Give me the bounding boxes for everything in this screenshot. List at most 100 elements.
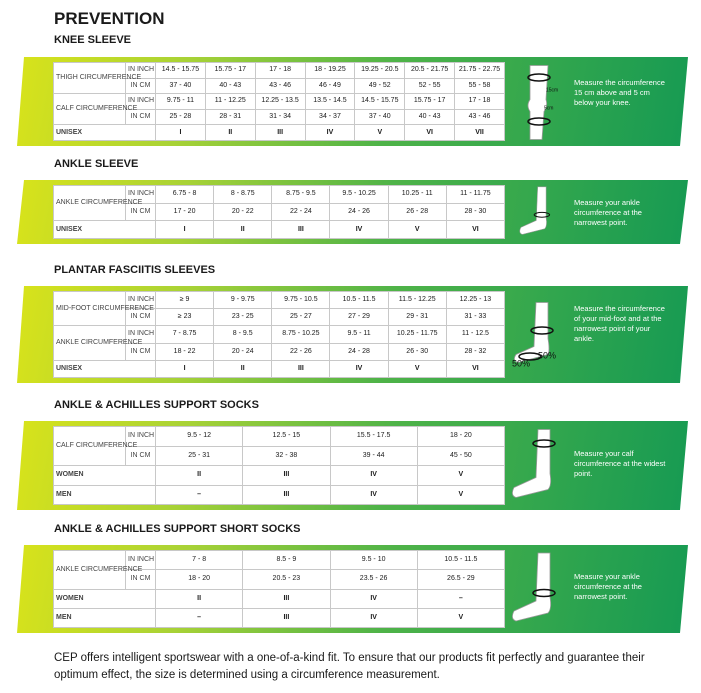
size-cell: 32 - 38 <box>243 446 330 466</box>
table-row: ANKLE CIRCUMFERENCE IN INCH 7 - 8 8.5 - 9 9.… <box>54 551 505 570</box>
table-row: THIGH CIRCUMFERENCE IN INCH 14.5 - 15.75 15… <box>54 63 505 79</box>
size-cell: IV <box>330 466 417 486</box>
leg-illustration <box>508 425 566 506</box>
size-cell: IV <box>330 608 417 627</box>
size-cell: 25 - 28 <box>156 109 206 125</box>
measure-ring <box>533 440 555 447</box>
measure-ring <box>519 353 541 360</box>
table-row: IN CM 25 - 28 28 - 31 31 - 34 34 - 37 37 - 40… <box>54 109 505 125</box>
size-cell: 23.5 - 26 <box>330 570 417 589</box>
size-cell: 10.25 - 11 <box>388 186 446 204</box>
measure-note: Measure your ankle circumference at the … <box>574 198 642 227</box>
size-cell: III <box>255 125 305 141</box>
size-cell: 21.75 - 22.75 <box>455 63 505 79</box>
size-cell: 28 - 32 <box>446 343 504 360</box>
size-cell: III <box>243 589 330 608</box>
section-title: ANKLE & ACHILLES SUPPORT SHORT SOCKS <box>54 523 301 535</box>
leg-illustration: 15cm 5cm <box>508 61 566 142</box>
size-cell: 11 - 12.25 <box>205 94 255 110</box>
size-cell: I <box>156 125 206 141</box>
leg-illustration <box>508 184 566 240</box>
size-cell: 7 - 8.75 <box>156 326 214 343</box>
size-cell: 37 - 40 <box>355 109 405 125</box>
leg-shape <box>514 303 549 363</box>
size-cell: – <box>156 608 243 627</box>
size-cell: 37 - 40 <box>156 78 206 94</box>
size-cell: 15.75 - 17 <box>205 63 255 79</box>
section-title: KNEE SLEEVE <box>54 34 132 46</box>
size-cell: – <box>417 589 504 608</box>
size-cell: 52 - 55 <box>405 78 455 94</box>
size-cell: 8 - 9.5 <box>214 326 272 343</box>
row-label: ANKLE CIRCUMFERENCE <box>54 551 126 590</box>
size-cell: V <box>388 221 446 239</box>
size-cell: 9.5 - 10.25 <box>330 186 388 204</box>
measure-note: Measure your calf circumference at the w… <box>574 449 666 478</box>
measure-ring <box>528 118 550 125</box>
row-label: ANKLE CIRCUMFERENCE <box>54 186 126 221</box>
table-body: THIGH CIRCUMFERENCE IN INCH 14.5 - 15.75 15… <box>54 63 505 141</box>
size-cell: 25 - 27 <box>272 309 330 326</box>
size-cell: IV <box>330 589 417 608</box>
size-cell: 7 - 8 <box>156 551 243 570</box>
size-cell: III <box>272 221 330 239</box>
size-cell: 26 - 30 <box>388 343 446 360</box>
size-cell: 55 - 58 <box>455 78 505 94</box>
size-cell: 25 - 31 <box>156 446 243 466</box>
table-row: CALF CIRCUMFERENCE IN INCH 9.5 - 12 12.5 - … <box>54 427 505 447</box>
figure-label: 5cm <box>544 106 553 112</box>
row-label: WOMEN <box>54 589 156 608</box>
row-label: THIGH CIRCUMFERENCE <box>54 63 126 94</box>
row-label: MID-FOOT CIRCUMFERENCE <box>54 292 126 326</box>
measure-note: Measure your ankle circumference at the … <box>574 572 642 601</box>
size-cell: 9.5 - 11 <box>330 326 388 343</box>
size-cell: 9.5 - 12 <box>156 427 243 447</box>
size-cell: 29 - 31 <box>388 309 446 326</box>
row-label: MEN <box>54 608 156 627</box>
size-cell: 18 - 20 <box>156 570 243 589</box>
size-cell: 14.5 - 15.75 <box>156 63 206 79</box>
size-cell: II <box>205 125 255 141</box>
size-cell: 9.5 - 10 <box>330 551 417 570</box>
size-cell: II <box>156 466 243 486</box>
size-cell: 18 - 20 <box>417 427 504 447</box>
size-cell: 17 - 20 <box>156 203 214 221</box>
row-label: UNISEX <box>54 125 156 141</box>
size-cell: IV <box>330 485 417 505</box>
size-cell: 43 - 46 <box>455 109 505 125</box>
size-cell: I <box>156 221 214 239</box>
size-cell: 10.5 - 11.5 <box>330 292 388 309</box>
size-cell: II <box>156 589 243 608</box>
size-cell: 24 - 26 <box>330 203 388 221</box>
size-cell: – <box>156 485 243 505</box>
size-cell: 6.75 - 8 <box>156 186 214 204</box>
size-cell: 26 - 28 <box>388 203 446 221</box>
size-cell: 34 - 37 <box>305 109 355 125</box>
table-row: UNISEX I II III IV V VI <box>54 221 505 239</box>
section-title: PLANTAR FASCIITIS SLEEVES <box>54 264 216 276</box>
figure-label: 50% <box>512 359 530 369</box>
measure-icon: 50% 50% <box>508 290 566 379</box>
size-cell: 31 - 34 <box>255 109 305 125</box>
row-label: UNISEX <box>54 221 156 239</box>
row-label: CALF CIRCUMFERENCE <box>54 427 126 466</box>
section-title: ANKLE SLEEVE <box>54 158 139 170</box>
size-cell: IV <box>330 221 388 239</box>
size-cell: 9 - 9.75 <box>214 292 272 309</box>
size-cell: 40 - 43 <box>405 109 455 125</box>
size-cell: II <box>214 360 272 377</box>
size-cell: 10.5 - 11.5 <box>417 551 504 570</box>
size-cell: 18 - 19.25 <box>305 63 355 79</box>
size-cell: 11 - 12.5 <box>446 326 504 343</box>
table-body: ANKLE CIRCUMFERENCE IN INCH 7 - 8 8.5 - 9 9.… <box>54 551 505 628</box>
size-cell: 12.25 - 13 <box>446 292 504 309</box>
table-row: IN CM 37 - 40 40 - 43 43 - 46 46 - 49 49 - 52… <box>54 78 505 94</box>
size-cell: III <box>243 466 330 486</box>
measure-ring <box>534 212 549 217</box>
